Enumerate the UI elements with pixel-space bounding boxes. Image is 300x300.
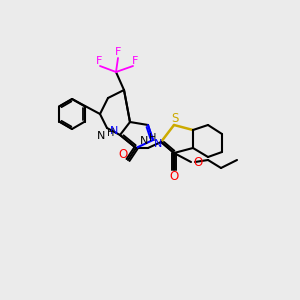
Text: O: O: [118, 148, 127, 161]
Text: N: N: [110, 126, 118, 136]
Text: O: O: [194, 155, 202, 169]
Text: S: S: [171, 112, 179, 124]
Text: O: O: [169, 170, 178, 184]
Text: H: H: [149, 133, 157, 143]
Text: H: H: [107, 128, 115, 138]
Text: N: N: [154, 139, 162, 149]
Text: N: N: [140, 136, 148, 146]
Text: F: F: [96, 56, 102, 66]
Text: F: F: [115, 47, 121, 57]
Text: F: F: [132, 56, 138, 66]
Text: N: N: [97, 131, 105, 141]
